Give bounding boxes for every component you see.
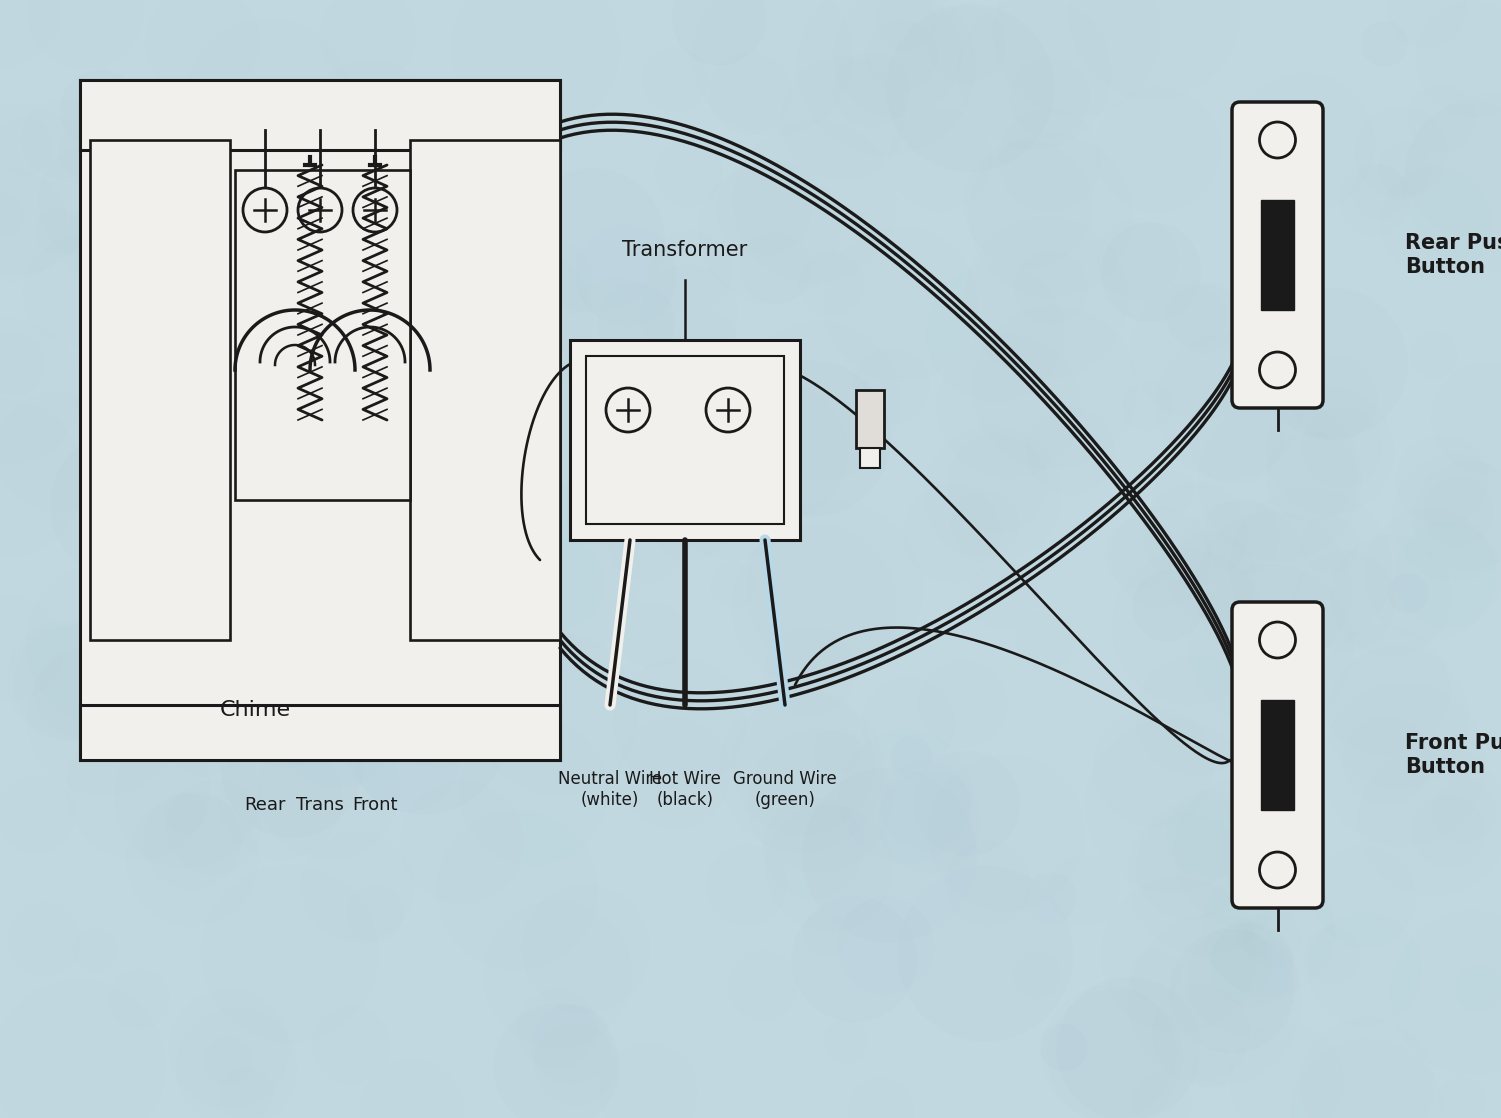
Text: Transformer: Transformer — [623, 240, 747, 260]
Text: Trans: Trans — [296, 796, 344, 814]
Bar — [80, 80, 560, 760]
Circle shape — [299, 188, 342, 233]
Bar — [90, 140, 230, 639]
FancyBboxPatch shape — [1232, 102, 1322, 408]
Circle shape — [1259, 622, 1295, 659]
Text: Ground Wire
(green): Ground Wire (green) — [732, 770, 838, 808]
Bar — [856, 390, 884, 448]
Bar — [80, 705, 560, 760]
Bar — [1261, 200, 1294, 310]
Bar — [570, 340, 800, 540]
Circle shape — [705, 388, 750, 432]
Bar — [860, 448, 880, 468]
Circle shape — [606, 388, 650, 432]
Text: Rear Push
Button: Rear Push Button — [1405, 234, 1501, 276]
Circle shape — [1259, 352, 1295, 388]
Bar — [585, 356, 784, 524]
Circle shape — [1259, 852, 1295, 888]
Text: Front: Front — [353, 796, 398, 814]
Text: Chime: Chime — [219, 700, 291, 720]
Bar — [1261, 700, 1294, 811]
Text: Front Push
Button: Front Push Button — [1405, 733, 1501, 777]
Circle shape — [243, 188, 287, 233]
Bar — [236, 170, 410, 500]
Text: Neutral Wire
(white): Neutral Wire (white) — [558, 770, 662, 808]
Bar — [410, 140, 560, 639]
Bar — [80, 80, 560, 150]
Text: Rear: Rear — [245, 796, 285, 814]
Text: Hot Wire
(black): Hot Wire (black) — [648, 770, 720, 808]
FancyBboxPatch shape — [1232, 601, 1322, 908]
Circle shape — [1259, 122, 1295, 158]
Circle shape — [353, 188, 396, 233]
